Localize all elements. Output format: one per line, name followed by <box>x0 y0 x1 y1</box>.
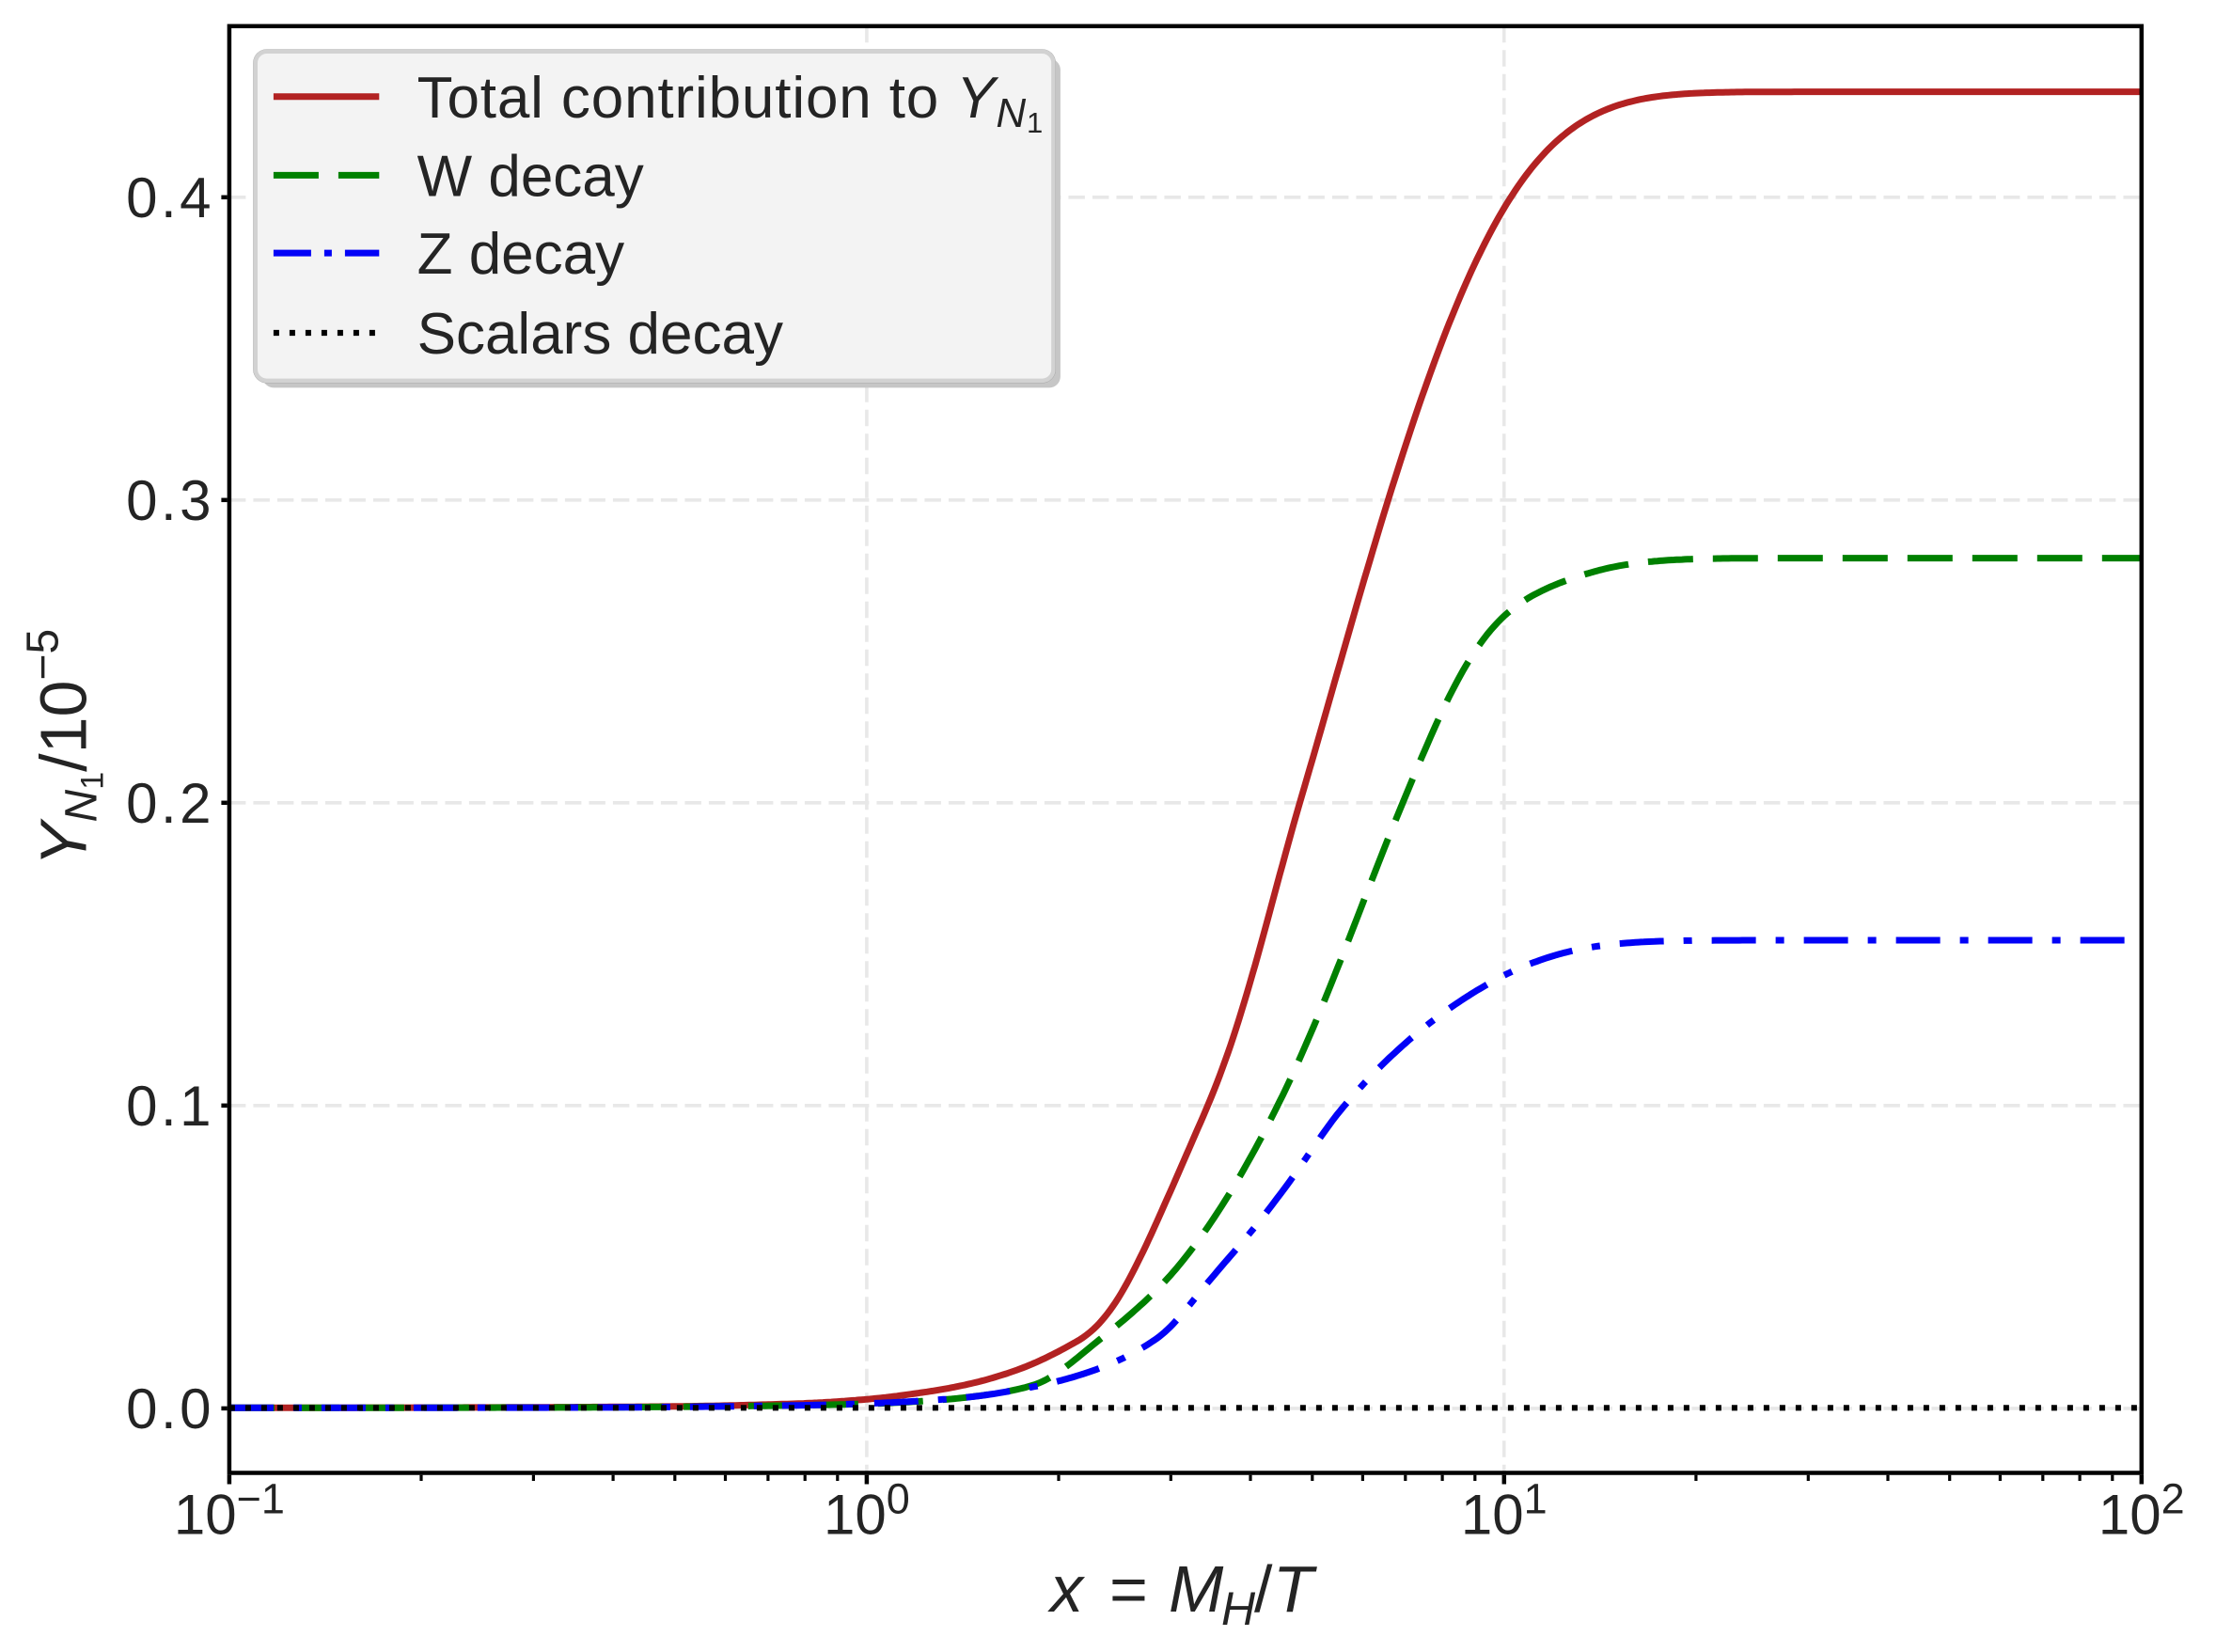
svg-text:T: T <box>1273 1552 1317 1626</box>
svg-text:Z decay: Z decay <box>417 222 625 287</box>
svg-text:0.2: 0.2 <box>126 772 214 835</box>
svg-text:Scalars decay: Scalars decay <box>417 302 783 367</box>
svg-text:/: / <box>1254 1552 1273 1626</box>
svg-text:M: M <box>1169 1552 1224 1626</box>
svg-text:YN1/10−5: YN1/10−5 <box>19 629 111 866</box>
svg-text:Total contribution to YN1: Total contribution to YN1 <box>417 66 1045 139</box>
svg-text:0.0: 0.0 <box>126 1377 214 1440</box>
svg-text:W decay: W decay <box>417 144 644 209</box>
svg-text:0.1: 0.1 <box>126 1075 214 1138</box>
svg-text:=: = <box>1109 1552 1148 1626</box>
svg-text:x: x <box>1047 1552 1086 1626</box>
svg-text:0.4: 0.4 <box>126 166 214 229</box>
svg-text:0.3: 0.3 <box>126 469 214 532</box>
svg-text:H: H <box>1221 1582 1256 1635</box>
